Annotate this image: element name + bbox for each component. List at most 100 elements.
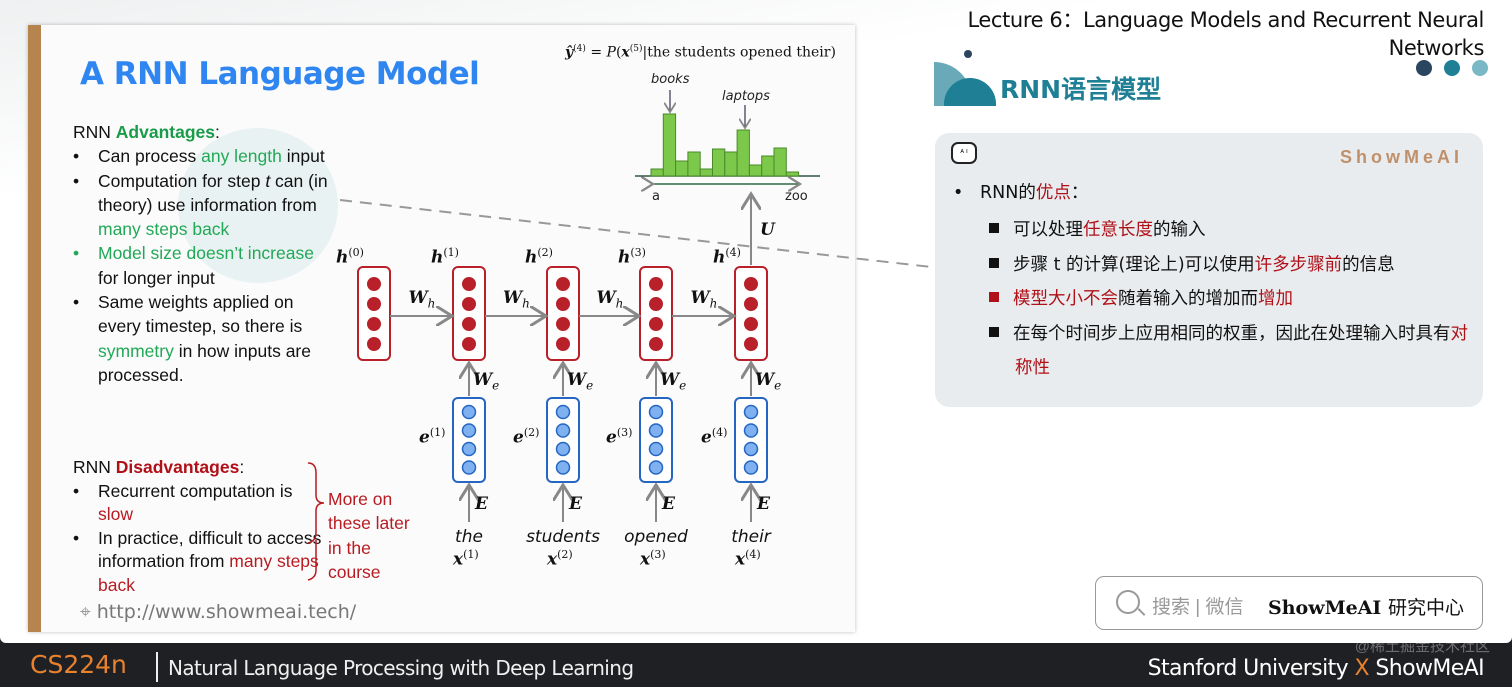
advantages-list: Can process any length inputComputation … bbox=[73, 144, 328, 387]
hidden-unit bbox=[462, 297, 476, 311]
hidden-unit bbox=[367, 337, 381, 351]
robot-icon: ᴬ ᴵ bbox=[951, 142, 977, 164]
section-title: RNN语言模型 bbox=[1000, 75, 1162, 104]
list-item: Model size doesn’t increase for longer i… bbox=[73, 241, 328, 290]
hist-bar bbox=[662, 113, 677, 177]
hidden-state-box bbox=[357, 266, 391, 361]
u-label: U bbox=[760, 220, 775, 240]
input-word: their bbox=[731, 527, 771, 547]
input-label: x(2) bbox=[547, 548, 573, 570]
embedding-box bbox=[452, 397, 486, 483]
input-word: the bbox=[455, 527, 483, 547]
dashed-connector bbox=[339, 199, 941, 269]
search-box[interactable]: 搜索 | 微信 ShowMeAI 研究中心 bbox=[1095, 576, 1483, 630]
hist-bar bbox=[687, 151, 701, 177]
list-item: Can process any length input bbox=[73, 144, 328, 169]
text-run: 在每个时间步上应用相同的权重，因此在处理输入时具有 bbox=[1013, 323, 1451, 344]
watermark: @稀土掘金技术社区 bbox=[1354, 638, 1490, 655]
embedding-unit bbox=[743, 404, 759, 420]
text-run: 模型大小不会 bbox=[1013, 289, 1118, 309]
hidden-unit bbox=[556, 337, 570, 351]
hist-bar bbox=[675, 160, 689, 177]
hidden-unit bbox=[367, 277, 381, 291]
text-run: 任意长度 bbox=[1083, 220, 1153, 240]
text-run: for longer input bbox=[98, 267, 215, 288]
hidden-unit bbox=[744, 277, 758, 291]
brace-note: More on these later in the course bbox=[328, 489, 410, 582]
text-run: 的信息 bbox=[1342, 254, 1395, 275]
embedding-label: e(4) bbox=[701, 426, 728, 448]
text-run: slow bbox=[98, 504, 134, 524]
footer-divider bbox=[156, 652, 158, 682]
we-label: We bbox=[755, 370, 782, 393]
advantages-section: RNN Advantages: Can process any length i… bbox=[73, 120, 328, 387]
hidden-label: h(2) bbox=[525, 246, 553, 268]
hidden-label: h(3) bbox=[618, 246, 646, 268]
books-label: books bbox=[651, 72, 690, 87]
hidden-unit bbox=[649, 317, 663, 331]
hist-bar bbox=[736, 129, 750, 177]
hidden-unit bbox=[556, 297, 570, 311]
e-matrix-label: E bbox=[569, 494, 582, 514]
e-matrix-label: E bbox=[757, 494, 770, 514]
hidden-unit bbox=[556, 277, 570, 291]
slide-title: A RNN Language Model bbox=[80, 56, 480, 92]
text-run: 增加 bbox=[1258, 289, 1293, 309]
notes-card: ᴬ ᴵ ShowMeAI • RNN的优点： 可以处理任意长度的输入 步骤 t 的… bbox=[935, 133, 1483, 407]
lecture-title: Lecture 6：Language Models and Recurrent … bbox=[967, 8, 1484, 60]
brace bbox=[307, 462, 325, 581]
hidden-unit bbox=[649, 277, 663, 291]
embedding-label: e(2) bbox=[513, 426, 540, 448]
hist-bar bbox=[650, 168, 664, 177]
embedding-label: e(3) bbox=[606, 426, 633, 448]
text-run: 随着输入的增加而 bbox=[1118, 289, 1258, 309]
wh-label: Wh bbox=[690, 288, 718, 311]
cursor-icon: ⌖ bbox=[80, 601, 97, 623]
disadvantages-list: Recurrent computation is slowIn practice… bbox=[73, 480, 323, 598]
input-label: x(4) bbox=[735, 548, 761, 570]
search-hint: 搜索 | 微信 bbox=[1152, 597, 1244, 618]
embedding-box bbox=[546, 397, 580, 483]
advantages-heading: RNN Advantages: bbox=[73, 122, 220, 142]
embedding-unit bbox=[648, 460, 664, 475]
hidden-unit bbox=[367, 317, 381, 331]
embedding-unit bbox=[743, 441, 759, 457]
we-label: We bbox=[567, 370, 594, 393]
hist-bar bbox=[724, 151, 738, 177]
laptops-label: laptops bbox=[722, 89, 770, 104]
text-run: 步骤 t 的计算(理论上)可以使用 bbox=[1013, 254, 1255, 275]
hidden-unit bbox=[462, 277, 476, 291]
hidden-unit bbox=[462, 317, 476, 331]
list-item: Computation for step t can (in theory) u… bbox=[73, 169, 328, 242]
hidden-unit bbox=[367, 297, 381, 311]
embedding-unit bbox=[461, 441, 477, 457]
embedding-box bbox=[639, 397, 673, 483]
hidden-unit bbox=[744, 317, 758, 331]
input-word: opened bbox=[624, 527, 688, 547]
list-item: Recurrent computation is slow bbox=[73, 480, 323, 527]
text-run: Model size doesn’t increase bbox=[98, 243, 314, 264]
vocab-end-label: zoo bbox=[785, 189, 808, 204]
hidden-label: h(0) bbox=[336, 246, 364, 268]
embedding-unit bbox=[648, 404, 664, 420]
search-brand: ShowMeAI 研究中心 bbox=[1268, 597, 1464, 619]
text-run: input bbox=[281, 146, 325, 167]
url-text[interactable]: ⌖ http://www.showmeai.tech/ bbox=[80, 601, 357, 623]
card-items: 可以处理任意长度的输入 步骤 t 的计算(理论上)可以使用许多步骤前的信息 模型大小… bbox=[989, 213, 1469, 386]
embedding-unit bbox=[648, 423, 664, 438]
input-label: x(1) bbox=[453, 548, 479, 570]
embedding-unit bbox=[555, 423, 571, 438]
text-run: 对称性 bbox=[1015, 323, 1468, 379]
list-item: Same weights applied on every timestep, … bbox=[73, 290, 328, 387]
wh-label: Wh bbox=[408, 288, 436, 311]
footer-brand: Stanford University X ShowMeAI bbox=[1147, 656, 1485, 681]
embedding-unit bbox=[648, 441, 664, 457]
text-run: many steps back bbox=[98, 219, 230, 240]
course-code: CS224n bbox=[30, 650, 127, 679]
hist-bar bbox=[761, 155, 775, 177]
embedding-unit bbox=[555, 404, 571, 420]
square-bullet-icon bbox=[989, 223, 999, 233]
hist-bar bbox=[712, 148, 726, 177]
hist-bar bbox=[773, 147, 787, 177]
hidden-label: h(1) bbox=[431, 246, 459, 268]
